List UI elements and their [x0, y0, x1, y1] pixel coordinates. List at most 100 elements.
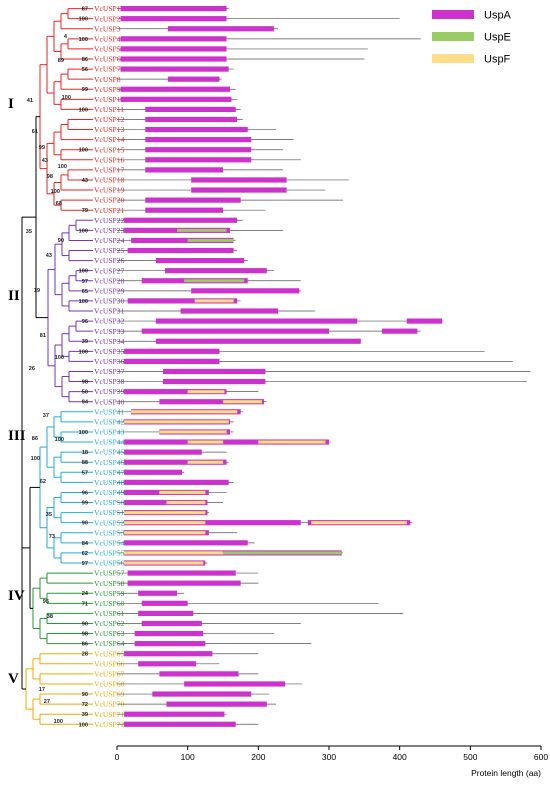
domain-bar-uspa	[127, 580, 241, 586]
gene-label: VcUSP70	[94, 700, 125, 709]
x-axis-tick-label: 100	[181, 752, 195, 762]
domain-bar-uspf	[123, 531, 206, 535]
domain-bar-uspe	[184, 279, 245, 283]
bootstrap-value: 86	[82, 642, 88, 648]
internal-bootstrap-value: 100	[31, 456, 40, 462]
internal-bootstrap-value: 27	[44, 699, 50, 705]
bootstrap-value: 97	[82, 561, 88, 567]
gene-label: VcUSP33	[94, 327, 125, 336]
gene-label: VcUSP48	[94, 478, 125, 487]
internal-bootstrap-value: 19	[34, 288, 40, 294]
internal-bootstrap-value: 100	[58, 164, 67, 170]
gene-label: VcUSP53	[94, 528, 125, 537]
gene-label: VcUSP10	[94, 95, 125, 104]
gene-label: VcUSP16	[94, 155, 125, 164]
domain-bar-uspa	[124, 479, 229, 485]
bootstrap-values: 87 100 100 86 56 99 100 100 43 79 100 100 97 65 100 96 3…	[26, 7, 89, 729]
bootstrap-value: 86	[82, 57, 88, 63]
gene-label: VcUSP65	[94, 649, 125, 658]
gene-label: VcUSP5	[94, 45, 121, 54]
domain-bar-uspf	[159, 430, 227, 434]
internal-bootstrap-value: 99	[39, 145, 45, 151]
bootstrap-value: 94	[82, 400, 89, 406]
gene-label: VcUSP26	[94, 256, 125, 265]
domain-bar-uspa	[145, 207, 223, 213]
domain-bar-uspa	[145, 116, 238, 123]
gene-label: VcUSP64	[94, 639, 125, 648]
internal-bootstrap-value: 43	[46, 253, 52, 259]
domain-bar-uspa	[124, 651, 213, 657]
domain-bar-uspf	[123, 420, 229, 424]
gene-label: VcUSP52	[94, 518, 125, 527]
domain-bar-uspa	[145, 147, 252, 153]
gene-label: VcUSP44	[94, 438, 125, 447]
gene-label: VcUSP55	[94, 549, 125, 558]
gene-label: VcUSP59	[94, 589, 125, 598]
domain-bar-uspa	[145, 137, 252, 143]
internal-bootstrap-value: 73	[49, 534, 55, 540]
domain-bar-uspf	[123, 561, 204, 565]
domain-bar-uspa	[120, 66, 229, 72]
domain-bar-uspa	[155, 318, 358, 324]
x-axis-tick-label: 600	[534, 752, 548, 762]
bootstrap-value: 100	[79, 107, 88, 113]
gene-label: VcUSP42	[94, 417, 125, 426]
bootstrap-value: 90	[82, 692, 88, 698]
domain-bar-uspa	[167, 26, 274, 32]
x-axis: 0 100 200 300 400 500 600 Protein length (aa)	[115, 745, 548, 778]
bootstrap-value: 88	[82, 460, 88, 466]
gene-label: VcUSP28	[94, 276, 125, 285]
gene-label: VcUSP69	[94, 690, 125, 699]
gene-label: VcUSP36	[94, 357, 125, 366]
bootstrap-value: 90	[82, 521, 88, 527]
internal-bootstrap-value: 86	[32, 436, 38, 442]
domain-bar-uspa	[124, 540, 248, 546]
internal-bootstrap-value: 61	[32, 129, 38, 135]
domain-bar-uspa	[191, 288, 300, 294]
gene-label: VcUSP13	[94, 125, 125, 134]
bootstrap-value: 98	[82, 632, 88, 638]
domain-bar-uspa	[155, 338, 361, 344]
gene-label: VcUSP29	[94, 286, 125, 295]
internal-bootstrap-value: 4	[64, 34, 68, 40]
domain-bar-uspf	[123, 520, 206, 525]
domain-bar-uspa	[124, 520, 301, 526]
gene-label: VcUSP24	[94, 236, 125, 245]
internal-bootstrap-value: 81	[40, 333, 46, 339]
domain-bar-uspa	[120, 36, 227, 42]
domain-bar-uspa	[162, 378, 266, 385]
domain-bar-uspa	[127, 570, 236, 576]
bootstrap-value: 50	[82, 390, 88, 396]
gene-label: VcUSP20	[94, 196, 125, 205]
gene-label: VcUSP61	[94, 609, 125, 618]
gene-label: VcUSP37	[94, 367, 125, 376]
internal-bootstrap-value: 35	[26, 229, 32, 235]
domain-bar-uspa	[120, 6, 227, 12]
domain-bar-uspf	[159, 490, 206, 495]
domain-bar-uspa	[167, 76, 220, 82]
internal-bootstrap-value: 100	[55, 437, 64, 443]
gene-label: VcUSP40	[94, 397, 125, 406]
domain-bar-uspa	[124, 389, 227, 395]
gene-label: VcUSP22	[94, 216, 125, 225]
internal-bootstrap-value: 95	[43, 599, 49, 605]
bootstrap-value: 97	[82, 279, 88, 285]
domain-bar-uspa	[145, 106, 236, 112]
internal-bootstrap-value: 68	[56, 201, 62, 207]
domain-bar-uspe	[124, 551, 342, 555]
domain-bar-uspa	[382, 328, 418, 334]
domain-bar-uspa	[162, 368, 266, 375]
domain-bar-uspa	[180, 308, 279, 314]
bootstrap-value: 39	[82, 339, 88, 345]
internal-bootstrap-value: 100	[51, 189, 60, 195]
gene-label: VcUSP66	[94, 659, 125, 668]
domain-bar-uspa	[124, 499, 208, 506]
gene-label: VcUSP63	[94, 629, 125, 638]
internal-bootstrap-value: 41	[27, 98, 33, 104]
domain-bar-uspa	[138, 610, 194, 616]
bootstrap-value: 100	[79, 722, 88, 728]
gene-label: VcUSP41	[94, 407, 125, 416]
domain-bar-uspf	[123, 551, 224, 555]
legend-label: UspA	[484, 10, 512, 22]
